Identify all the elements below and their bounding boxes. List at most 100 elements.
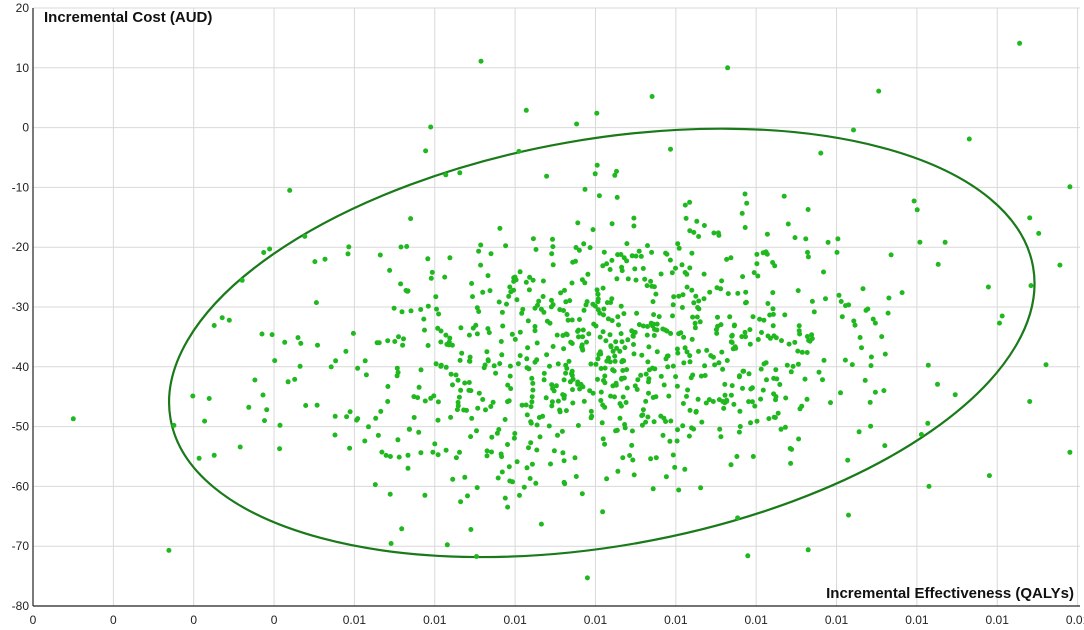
data-point [375, 432, 381, 438]
data-point [750, 314, 756, 320]
data-point [555, 398, 561, 404]
data-point [680, 292, 686, 298]
x-tick-label: 0.01 [1066, 613, 1084, 627]
data-point [456, 394, 462, 400]
data-point [631, 223, 637, 229]
data-point [1043, 362, 1049, 368]
data-point [594, 162, 600, 168]
data-point [767, 312, 773, 318]
data-point [620, 455, 626, 461]
data-point [433, 361, 439, 367]
x-tick-labels: 0 0 0 0 0.01 0.01 0.01 0.01 0.01 0.01 0.01 0.01 0.01… [30, 613, 1084, 627]
data-point [484, 448, 490, 454]
data-point [604, 300, 610, 306]
data-point [315, 342, 320, 348]
data-point [654, 321, 660, 327]
data-point [497, 225, 503, 231]
data-point [720, 366, 726, 372]
data-point [770, 311, 776, 317]
x-tick-label: 0 [30, 613, 37, 627]
data-point [926, 483, 932, 489]
y-tick-label: -70 [12, 539, 30, 553]
data-point [474, 305, 480, 311]
data-point [346, 244, 352, 250]
data-point [665, 364, 671, 370]
data-point [868, 423, 874, 429]
data-point [576, 327, 581, 333]
data-point [563, 370, 569, 376]
data-point [757, 316, 763, 322]
data-point [484, 349, 490, 355]
data-point [604, 476, 610, 482]
data-point [681, 360, 687, 366]
data-point [400, 342, 406, 348]
data-point [399, 526, 405, 532]
data-point [765, 301, 771, 306]
data-point [722, 392, 728, 398]
data-point [758, 396, 764, 402]
data-point [684, 393, 689, 399]
data-point [660, 326, 666, 332]
data-point [354, 417, 360, 423]
data-point [502, 417, 508, 422]
data-point [852, 322, 858, 328]
data-point [584, 575, 590, 581]
data-point [372, 482, 378, 488]
data-point [629, 328, 635, 334]
data-point [457, 449, 462, 455]
data-point [519, 310, 525, 316]
data-point [796, 436, 802, 442]
data-point [550, 262, 556, 268]
data-point [435, 399, 441, 405]
y-tick-label: -30 [12, 300, 30, 314]
data-point [857, 335, 863, 340]
data-point [825, 239, 831, 245]
data-point [795, 348, 801, 354]
data-point [754, 261, 760, 267]
data-point [303, 403, 309, 408]
data-point [695, 396, 701, 402]
data-point [541, 377, 547, 383]
data-point [558, 290, 564, 296]
data-point [734, 454, 740, 459]
data-point [527, 476, 533, 481]
data-point [624, 385, 630, 391]
data-point [676, 331, 682, 337]
x-tick-label: 0.01 [503, 613, 527, 627]
data-point [395, 437, 401, 443]
data-point [966, 136, 972, 142]
data-point [614, 194, 620, 200]
data-point [396, 454, 402, 460]
data-point [673, 265, 678, 271]
data-point [612, 172, 618, 178]
data-point [658, 373, 664, 379]
data-point [885, 310, 891, 316]
data-point [521, 484, 527, 490]
data-point [747, 341, 753, 347]
data-point [804, 396, 810, 402]
data-point [642, 276, 648, 282]
data-point [523, 279, 529, 285]
data-point [629, 428, 635, 434]
data-point [834, 249, 840, 255]
data-point [458, 325, 464, 331]
data-point [609, 257, 615, 263]
x-tick-label: 0.01 [584, 613, 608, 627]
data-point [515, 361, 521, 367]
data-point [549, 403, 555, 409]
data-point [746, 399, 752, 405]
data-point [728, 462, 734, 468]
data-point [428, 275, 434, 281]
data-point [795, 361, 801, 367]
data-point [499, 352, 505, 358]
data-point [754, 251, 760, 257]
data-point [569, 368, 575, 374]
data-point [683, 215, 689, 221]
data-point [754, 418, 760, 424]
data-point [582, 280, 588, 286]
data-point [722, 381, 728, 387]
data-point [729, 333, 735, 339]
data-point [431, 393, 437, 399]
data-point [489, 434, 495, 440]
data-point [465, 493, 470, 499]
